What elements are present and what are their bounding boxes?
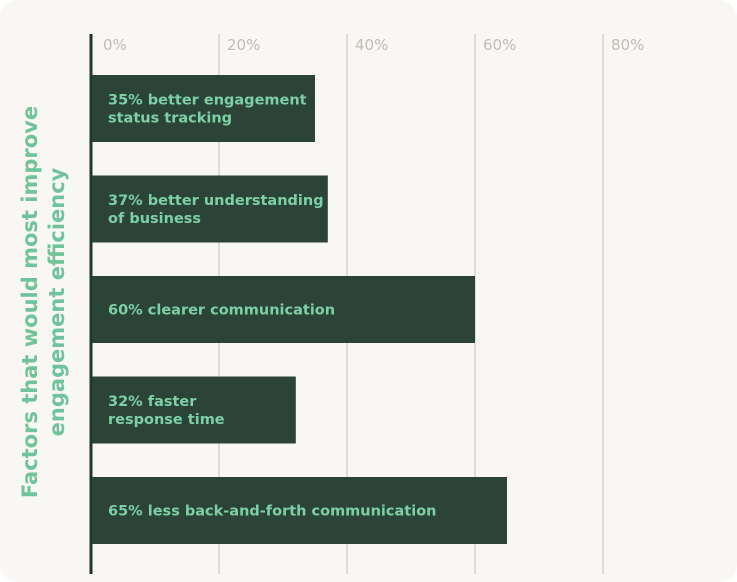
bar-label: status tracking (108, 111, 232, 127)
bar-label: 35% better engagement (108, 93, 307, 109)
bar-label: 32% faster (108, 394, 197, 410)
bar-label: 60% clearer communication (108, 303, 335, 319)
x-tick-label: 20% (227, 36, 260, 54)
bar (91, 477, 507, 544)
y-axis-label: Factors that would most improve engageme… (18, 105, 69, 499)
bar-label: response time (108, 412, 225, 428)
x-tick-label: 60% (483, 36, 516, 54)
bar (91, 276, 475, 343)
bar (91, 376, 296, 444)
bar-label: of business (108, 211, 201, 227)
bar-label: 65% less back-and-forth communication (108, 504, 436, 520)
bar (91, 175, 328, 243)
x-tick-label: 40% (355, 36, 388, 54)
bar-label: 37% better understanding (108, 193, 324, 209)
bar (91, 75, 315, 142)
x-tick-label: 0% (103, 36, 127, 54)
x-tick-label: 80% (611, 36, 644, 54)
